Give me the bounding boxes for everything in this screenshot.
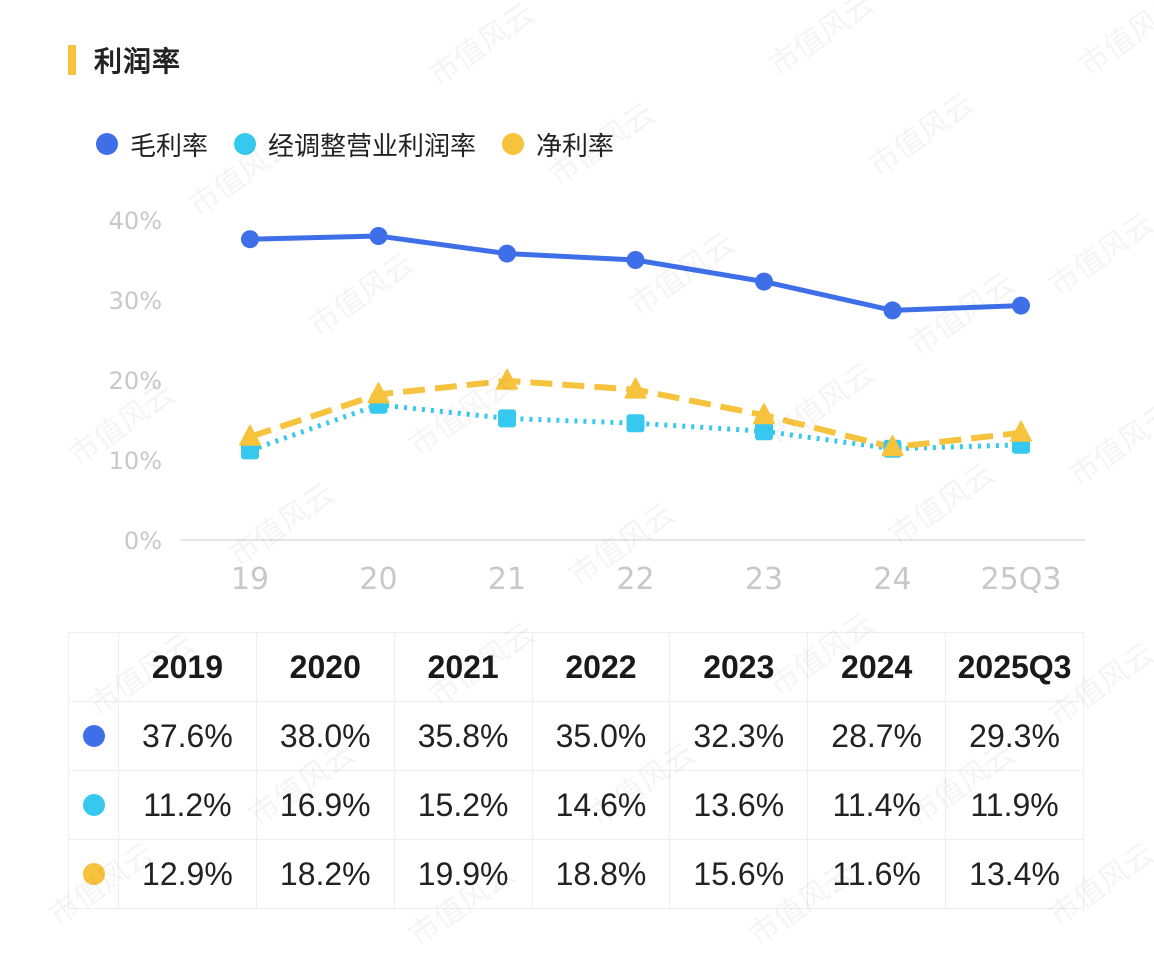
table-header-cell: 2019 (118, 632, 257, 702)
x-tick-label: 20 (359, 562, 397, 597)
table-cell: 11.2% (118, 770, 257, 840)
table-cell: 11.4% (807, 770, 947, 840)
row-marker-cell (68, 770, 119, 840)
data-point-square (498, 409, 516, 428)
table-header-cell: 2023 (669, 632, 809, 702)
table-header-row: 2019 2020 2021 2022 2023 2024 2025Q3 (68, 632, 1084, 702)
data-point-triangle (1010, 420, 1032, 442)
table-header-cell: 2025Q3 (945, 632, 1084, 702)
row-marker-cell (68, 701, 119, 771)
x-tick-label: 24 (873, 562, 911, 597)
series-line-0 (249, 233, 1022, 313)
row-color-dot (82, 724, 105, 747)
page: 利润率 毛利率 经调整营业利润率 净利率 0% 10% 20% 30% 40% 19 20 2… (43, 0, 1154, 954)
table-row: 12.9% 18.2% 19.9% 18.8% 15.6% 11.6% 13.4% (68, 839, 1084, 909)
y-tick-label: 0% (124, 527, 162, 555)
table-header-cell: 2021 (393, 632, 533, 702)
legend-label-gross: 毛利率 (130, 131, 209, 162)
data-point-circle (626, 251, 645, 269)
data-point-circle (241, 230, 259, 249)
data-point-square (755, 422, 773, 441)
x-tick-label: 19 (231, 562, 269, 597)
table-header-cell: 2022 (531, 632, 671, 702)
legend-dot-gross (96, 133, 118, 155)
table-header-cell: 2020 (255, 632, 395, 702)
legend-label-net: 净利率 (536, 131, 615, 162)
data-point-circle (755, 272, 773, 291)
table-cell: 38.0% (255, 701, 395, 771)
x-tick-label: 23 (745, 562, 783, 597)
table-cell: 14.6% (531, 770, 671, 840)
legend-dot-adjusted (234, 133, 257, 155)
table-cell: 37.6% (118, 701, 257, 771)
table-cell: 18.8% (531, 839, 671, 909)
data-point-triangle (881, 435, 904, 457)
table-cell: 13.6% (669, 770, 809, 840)
data-point-triangle (753, 403, 775, 425)
data-point-circle (369, 227, 388, 245)
legend-item-gross: 毛利率 (96, 126, 208, 163)
y-tick-label: 30% (109, 287, 162, 315)
data-point-circle (883, 301, 902, 320)
table-cell: 32.3% (669, 701, 809, 771)
table-cell: 16.9% (255, 770, 395, 840)
table-corner-cell (68, 632, 119, 702)
table-cell: 15.6% (669, 839, 809, 909)
row-color-dot (82, 793, 105, 816)
y-tick-label: 20% (109, 367, 162, 395)
title-accent-bar (68, 45, 76, 75)
table-cell: 18.2% (255, 839, 395, 909)
chart-legend: 毛利率 经调整营业利润率 净利率 (96, 124, 640, 164)
table-cell: 13.4% (945, 839, 1084, 909)
data-point-square (241, 441, 259, 460)
legend-dot-net (502, 133, 525, 155)
x-tick-label: 21 (488, 562, 526, 597)
data-table: 2019 2020 2021 2022 2023 2024 2025Q3 37.6% 38.0… (68, 632, 1084, 909)
x-tick-label: 25Q3 (981, 562, 1062, 597)
legend-item-net: 净利率 (502, 126, 614, 163)
table-cell: 11.6% (807, 839, 947, 909)
table-header-cell: 2024 (807, 632, 947, 702)
row-marker-cell (68, 839, 119, 909)
y-tick-label: 10% (109, 447, 162, 475)
table-cell: 35.0% (531, 701, 671, 771)
data-point-triangle (239, 424, 261, 446)
y-tick-label: 40% (109, 207, 162, 235)
table-row: 37.6% 38.0% 35.8% 35.0% 32.3% 28.7% 29.3% (68, 701, 1084, 771)
row-color-dot (82, 862, 105, 885)
data-point-triangle (624, 377, 647, 399)
table-cell: 15.2% (393, 770, 533, 840)
table-cell: 11.9% (945, 770, 1084, 840)
data-point-square (626, 414, 645, 433)
table-cell: 35.8% (393, 701, 533, 771)
data-point-circle (1012, 296, 1030, 315)
line-chart: 0% 10% 20% 30% 40% 19 20 21 22 23 24 25Q3 (109, 207, 1085, 597)
section-header: 利润率 (68, 40, 181, 80)
table-row: 11.2% 16.9% 15.2% 14.6% 13.6% 11.4% 11.9% (68, 770, 1084, 840)
page-title: 利润率 (94, 45, 182, 78)
legend-label-adjusted: 经调整营业利润率 (268, 131, 477, 162)
table-cell: 12.9% (118, 839, 257, 909)
x-tick-label: 22 (616, 562, 654, 597)
data-point-triangle (496, 368, 518, 390)
data-point-circle (498, 244, 516, 263)
data-point-triangle (367, 382, 390, 404)
table-cell: 28.7% (807, 701, 947, 771)
legend-item-adjusted: 经调整营业利润率 (234, 126, 476, 163)
table-cell: 29.3% (945, 701, 1084, 771)
table-cell: 19.9% (393, 839, 533, 909)
